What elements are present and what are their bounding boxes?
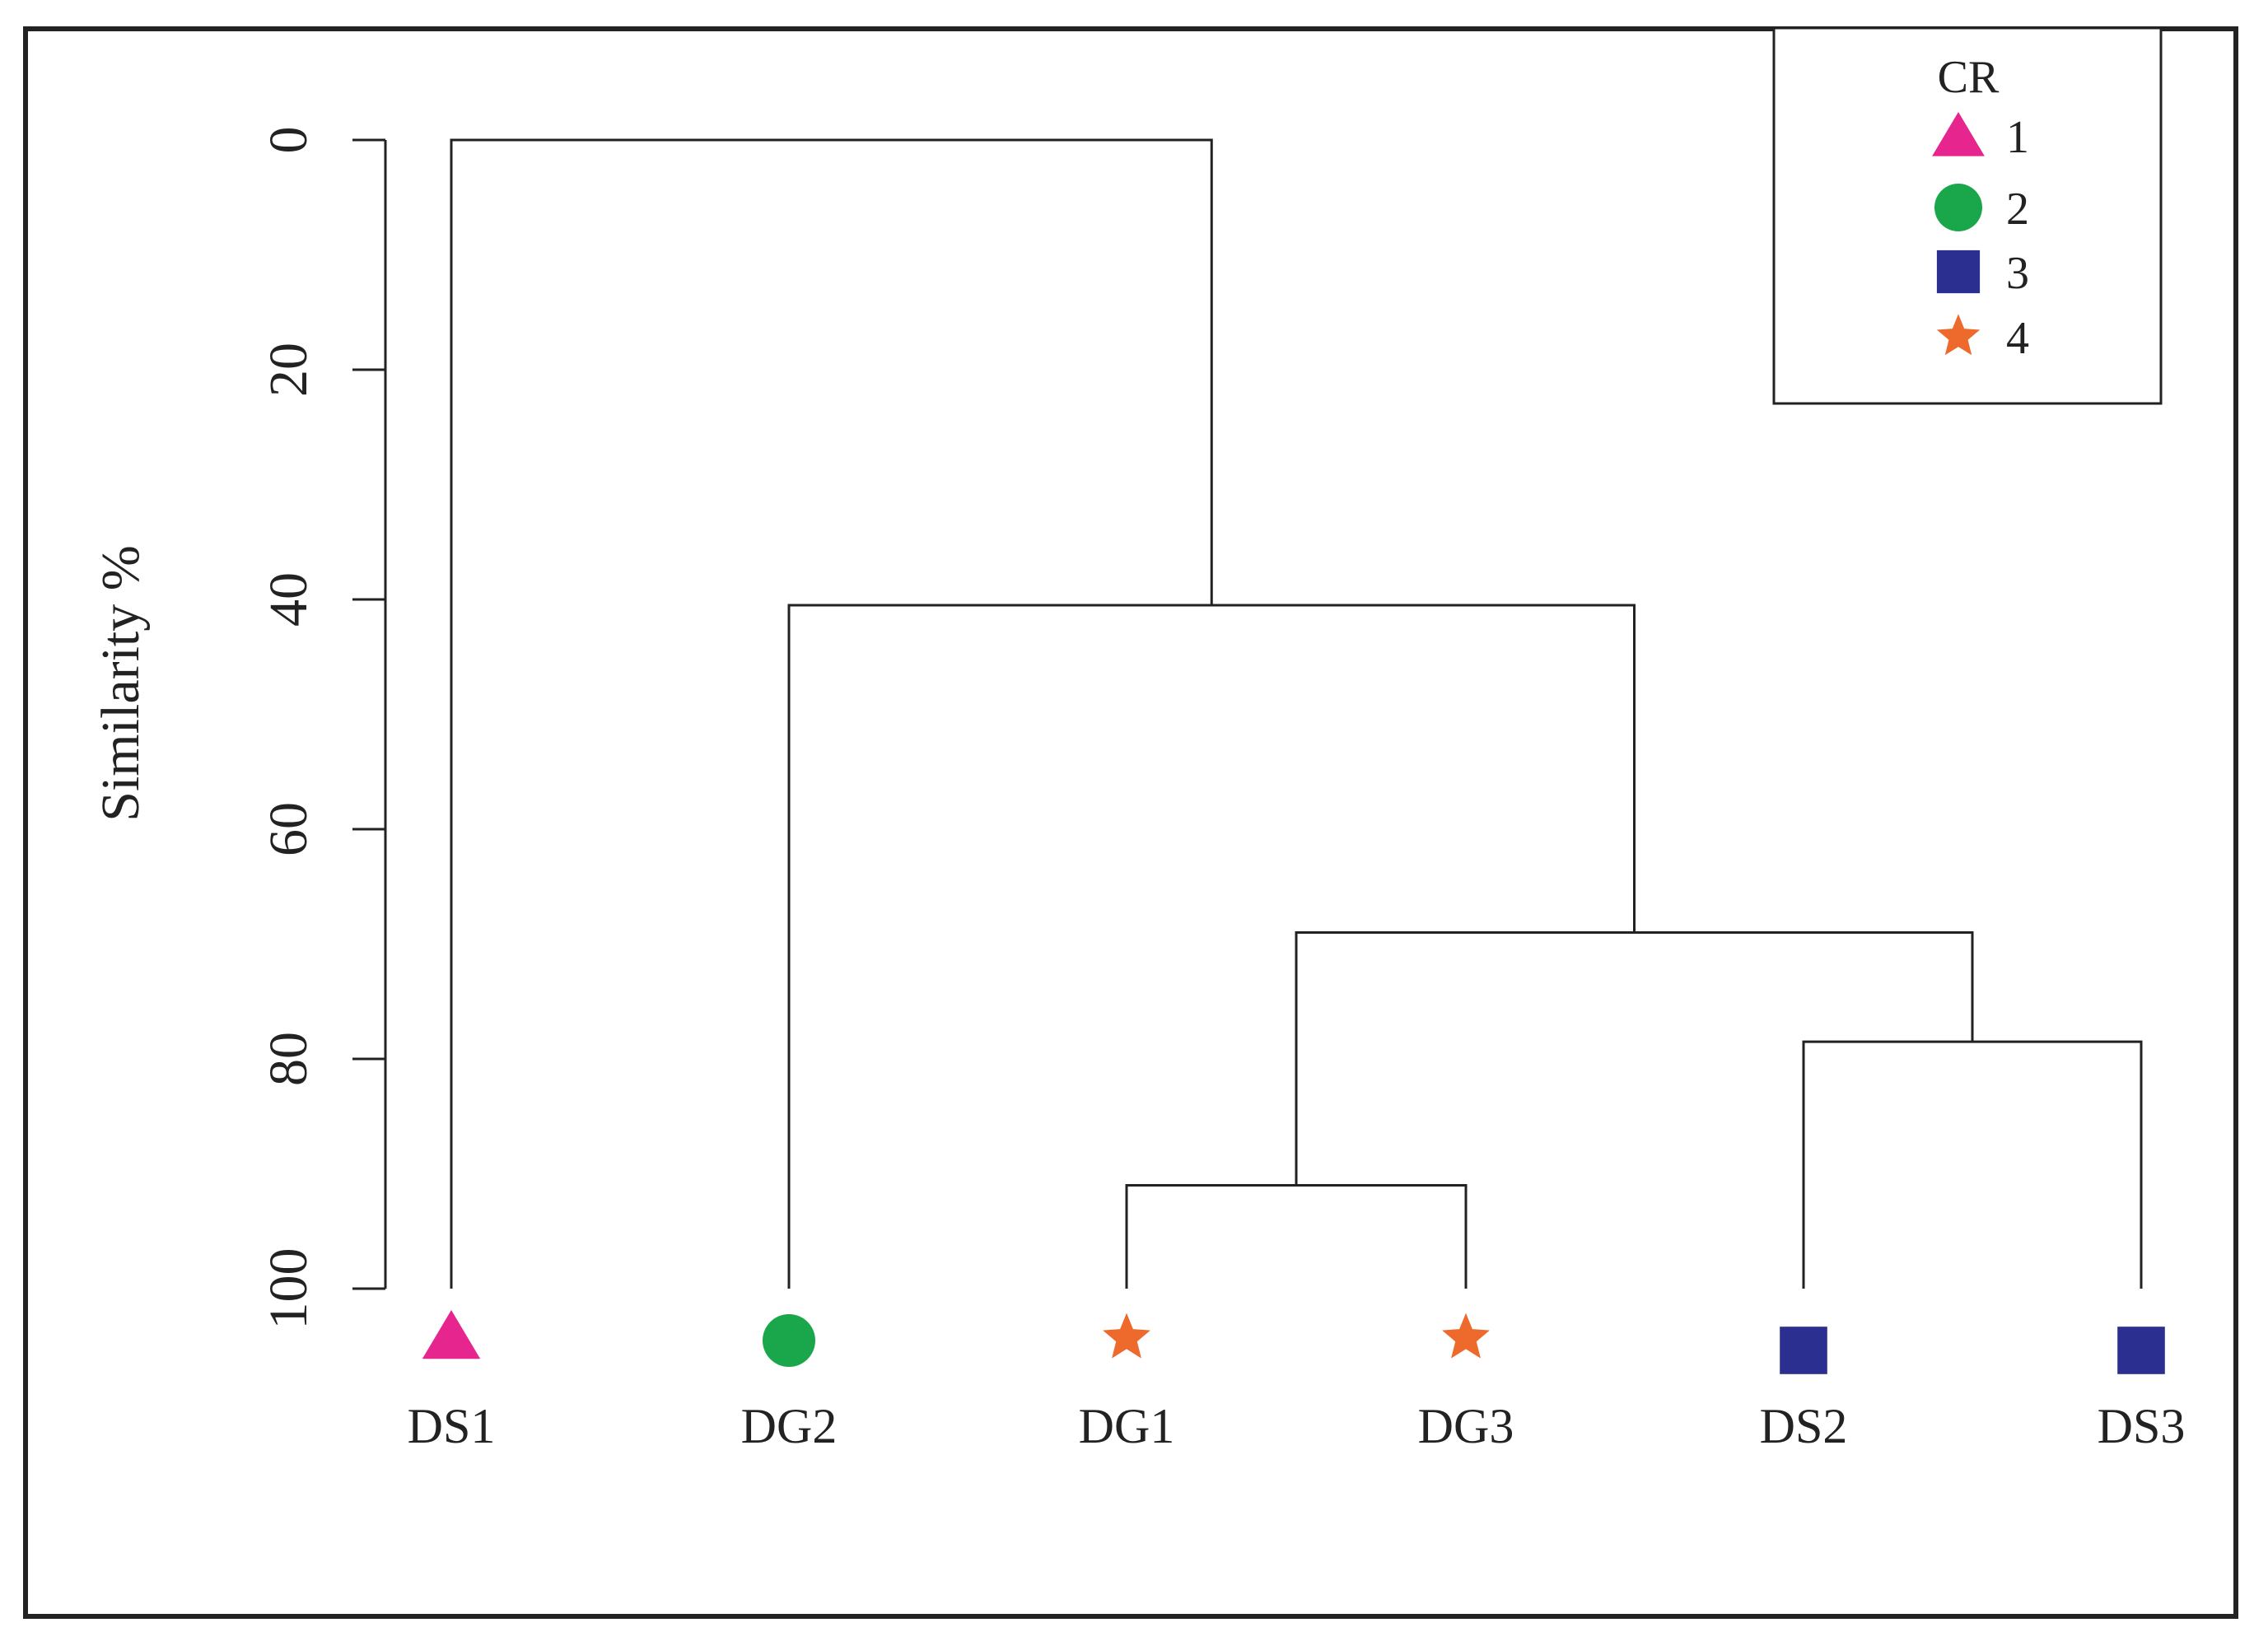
dendrogram-branches <box>450 138 2143 1289</box>
y-tick-label: 40 <box>259 572 319 627</box>
y-axis-label: Similarity % <box>91 545 151 821</box>
leaf-label: DS2 <box>1760 1399 1848 1453</box>
leaf-marker-circle <box>763 1314 815 1367</box>
legend-entry: 2 <box>1934 184 2029 235</box>
legend-entry: 3 <box>1936 248 2029 299</box>
legend-marker-triangle <box>1932 112 1985 156</box>
legend-entry: 4 <box>1936 313 2029 364</box>
dendrogram-branch <box>450 138 1213 1289</box>
leaf-label: DG2 <box>741 1399 838 1453</box>
y-tick-label: 20 <box>259 343 319 397</box>
leaf-label: DS3 <box>2098 1399 2186 1453</box>
legend-label: 4 <box>2006 313 2029 364</box>
dendrogram-branch <box>1125 1183 1468 1289</box>
legend-entry: 1 <box>1932 112 2029 163</box>
leaf-markers: DS1 DG2 DG1 DG3 DS2 DS3 <box>408 1310 2186 1453</box>
dendrogram-branch <box>1802 1040 2143 1289</box>
legend-title: CR <box>1938 52 2000 103</box>
legend-marker-circle <box>1934 184 1982 231</box>
legend: CR 1 2 3 4 <box>1772 26 2163 405</box>
legend-label: 2 <box>2006 184 2029 235</box>
y-axis: 0 20 40 60 80 100 <box>259 127 387 1330</box>
y-tick-label: 80 <box>259 1032 319 1086</box>
y-tick-label: 60 <box>259 802 319 856</box>
leaf-label: DG1 <box>1079 1399 1175 1453</box>
dendrogram-branch <box>1295 931 1974 1186</box>
leaf-marker-square <box>2117 1327 2165 1374</box>
leaf-marker-triangle <box>422 1310 481 1359</box>
leaf-marker-star <box>1103 1313 1150 1359</box>
leaf-marker-star <box>1442 1313 1490 1359</box>
leaf-marker-square <box>1780 1327 1827 1374</box>
leaf-label: DG3 <box>1418 1399 1514 1453</box>
legend-label: 3 <box>2006 248 2029 299</box>
y-tick-label: 0 <box>259 127 319 154</box>
y-tick-label: 100 <box>259 1248 319 1330</box>
legend-marker-square <box>1936 249 1981 294</box>
legend-label: 1 <box>2006 112 2029 163</box>
leaf-label: DS1 <box>408 1399 496 1453</box>
legend-marker-star <box>1936 314 1981 356</box>
